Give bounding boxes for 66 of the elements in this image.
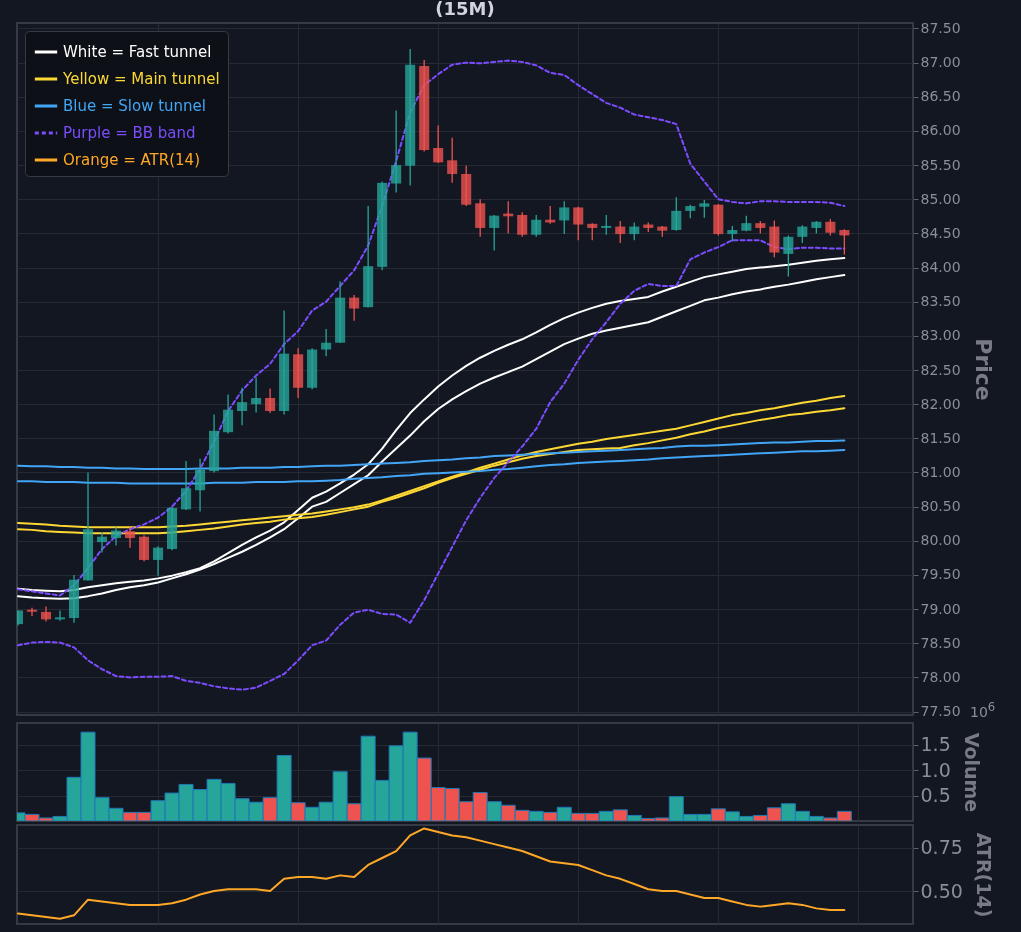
candlestick — [110, 526, 122, 547]
legend-label: Yellow = Main tunnel — [62, 70, 220, 88]
y-axis-title: ATR(14) — [972, 832, 995, 918]
y-tick-label: 86.00 — [920, 122, 961, 139]
candlestick — [573, 206, 584, 241]
line-series — [17, 59, 846, 597]
y-tick-label: 87.00 — [920, 54, 961, 71]
y-tick-label: 81.00 — [920, 463, 961, 480]
candlestick — [251, 376, 262, 414]
legend-label: Blue = Slow tunnel — [63, 97, 206, 115]
y-tick-label: 79.00 — [920, 600, 961, 617]
y-tick-label: 84.50 — [920, 224, 961, 241]
y-axis-title: Price — [970, 338, 996, 401]
candlestick — [783, 234, 794, 278]
y-tick-label: 81.50 — [920, 429, 961, 446]
legend-label: Purple = BB band — [63, 124, 196, 142]
candlestick — [671, 196, 682, 232]
y-tick-label: 0.5 — [920, 784, 951, 807]
y-tick-label: 0.50 — [920, 879, 963, 902]
text: 10$^{6}$ — [970, 700, 996, 720]
candlestick — [615, 220, 626, 244]
y-tick-label: 80.00 — [920, 532, 961, 549]
y-tick-label: 82.00 — [920, 395, 961, 412]
candlestick — [517, 211, 528, 238]
candlestick — [433, 124, 444, 164]
candlestick — [447, 137, 458, 184]
y-tick-label: 1.0 — [920, 758, 951, 781]
candlestick — [321, 328, 332, 358]
y-tick-label: 85.00 — [920, 190, 961, 207]
candlestick — [181, 460, 192, 511]
y-tick-label: 80.50 — [920, 498, 961, 515]
line-series — [17, 827, 846, 920]
legend-label: Orange = ATR(14) — [63, 151, 200, 169]
y-tick-label: 83.00 — [920, 327, 961, 344]
y-tick-label: 78.00 — [920, 668, 961, 685]
y-tick-label: 0.75 — [920, 836, 963, 859]
y-tick-label: 86.50 — [920, 88, 961, 105]
y-axis-title: Volume — [960, 732, 983, 813]
candlestick — [559, 200, 570, 235]
y-tick-label: 83.50 — [920, 293, 961, 310]
y-tick-label: 84.00 — [920, 259, 961, 276]
candlestick — [839, 228, 850, 256]
candlestick — [26, 607, 38, 617]
candlestick — [54, 609, 66, 622]
candlestick — [139, 534, 150, 562]
candlestick — [223, 393, 234, 435]
y-tick-label: 77.50 — [920, 703, 961, 720]
candlestick — [96, 531, 108, 554]
candlestick — [489, 214, 500, 252]
y-tick-label: 87.50 — [920, 19, 961, 36]
y-tick-label: 82.50 — [920, 361, 961, 378]
y-tick-label: 1.5 — [920, 733, 951, 756]
candlestick — [531, 214, 542, 238]
candlestick — [124, 526, 136, 549]
y-tick-label: 85.50 — [920, 156, 961, 173]
candlestick — [237, 387, 248, 427]
candlestick — [349, 294, 360, 322]
legend-label: White = Fast tunnel — [63, 43, 212, 61]
y-tick-label: 78.50 — [920, 634, 961, 651]
candlestick — [153, 545, 164, 577]
candlestick — [195, 458, 206, 513]
y-tick-label: 79.50 — [920, 566, 961, 583]
chart-title: (15M) — [435, 0, 495, 20]
candlestick — [265, 387, 276, 414]
candlestick — [391, 109, 402, 194]
candlestick — [601, 214, 612, 236]
